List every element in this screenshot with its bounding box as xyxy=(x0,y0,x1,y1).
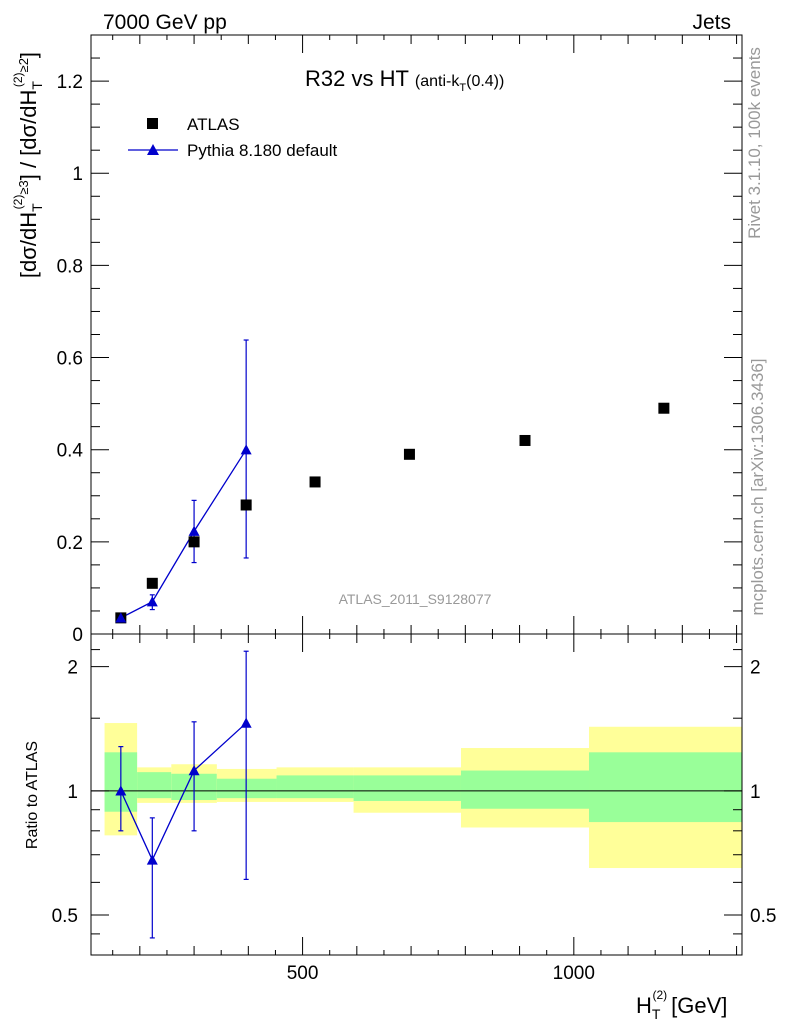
ratio-error-bar xyxy=(191,721,197,832)
legend: ATLAS Pythia 8.180 default xyxy=(128,115,338,160)
ratio-bands xyxy=(91,723,742,869)
process-label: Jets xyxy=(692,11,731,34)
ratio-panel: 500 1000 0.5 0.5 1 1 2 2 Ratio to ATLAS xyxy=(24,633,776,984)
pythia-line xyxy=(120,449,247,619)
ratio-axes: 500 1000 0.5 0.5 1 1 2 2 xyxy=(52,633,776,984)
ratio-y-tick-label: 1 xyxy=(67,782,78,803)
main-y-tick-label: 1 xyxy=(72,164,83,185)
atlas-data-point xyxy=(519,434,531,446)
ratio-series-layer xyxy=(115,650,252,939)
atlas-data-point xyxy=(403,448,415,460)
main-y-tick-label: 0.6 xyxy=(57,349,83,370)
chart-title: R32 vs HT (anti-kT(0.4)) xyxy=(305,66,504,94)
x-axis-label: HT(2) [GeV] xyxy=(636,988,727,1022)
ratio-error-bar xyxy=(243,650,249,880)
main-y-tick-label: 1.2 xyxy=(57,72,83,93)
x-tick-label: 500 xyxy=(287,963,319,984)
ratio-y-axis-label: Ratio to ATLAS xyxy=(24,741,41,849)
ratio-error-bar xyxy=(149,817,155,939)
legend-atlas-marker xyxy=(147,118,158,129)
ratio-band-inner xyxy=(137,772,172,799)
ratio-pythia-line xyxy=(120,722,247,862)
ratio-band-inner xyxy=(460,770,590,809)
ratio-band-inner xyxy=(353,775,461,801)
ratio-y-tick-label-right: 2 xyxy=(750,658,761,679)
ratio-pythia-point xyxy=(240,717,252,728)
pythia-data-point xyxy=(146,596,158,607)
ratio-band-inner xyxy=(589,752,742,823)
ratio-y-tick-label: 0.5 xyxy=(52,906,78,927)
atlas-data-point xyxy=(309,476,321,488)
x-tick-label: 1000 xyxy=(553,963,595,984)
ratio-band-inner xyxy=(276,775,354,799)
atlas-data-point xyxy=(188,536,200,548)
legend-atlas-label: ATLAS xyxy=(187,115,240,134)
analysis-id-watermark: ATLAS_2011_S9128077 xyxy=(339,591,492,607)
ratio-frame xyxy=(90,633,743,956)
rivet-label: Rivet 3.1.10, 100k events xyxy=(745,47,764,239)
main-y-axis-label: [dσ/dHT(2)≥3] / [dσ/dHT(2)≥2] xyxy=(11,52,45,278)
ratio-y-tick-label: 2 xyxy=(67,658,78,679)
ratio-pythia-point xyxy=(146,854,158,865)
legend-pythia-marker xyxy=(147,144,159,155)
ratio-pythia-point xyxy=(188,765,200,776)
ratio-y-tick-label-right: 1 xyxy=(750,782,761,803)
main-series-layer xyxy=(115,339,670,624)
pythia-data-point xyxy=(188,525,200,536)
pythia-data-point xyxy=(115,612,127,623)
atlas-data-point xyxy=(658,402,670,414)
mcplots-label: mcplots.cern.ch [arXiv:1306.3436] xyxy=(748,358,767,615)
atlas-data-point xyxy=(146,577,158,589)
atlas-data-point xyxy=(240,499,252,511)
ratio-y-tick-label-right: 0.5 xyxy=(750,906,776,927)
main-panel: R32 vs HT (anti-kT(0.4)) ATLAS_2011_S9128… xyxy=(11,34,743,646)
main-y-tick-label: 0.4 xyxy=(57,441,84,462)
energy-label: 7000 GeV pp xyxy=(103,11,227,34)
main-y-tick-label: 0.8 xyxy=(57,256,83,277)
legend-pythia-label: Pythia 8.180 default xyxy=(187,141,338,160)
ratio-pythia-point xyxy=(115,785,127,796)
chart-title-suffix: (anti-kT(0.4)) xyxy=(415,73,504,94)
main-axes: 0 0.2 0.4 0.6 0.8 1 1.2 xyxy=(57,34,743,646)
main-y-tick-label: 0.2 xyxy=(57,533,83,554)
main-y-tick-label: 0 xyxy=(72,625,83,646)
pythia-data-point xyxy=(240,444,252,455)
